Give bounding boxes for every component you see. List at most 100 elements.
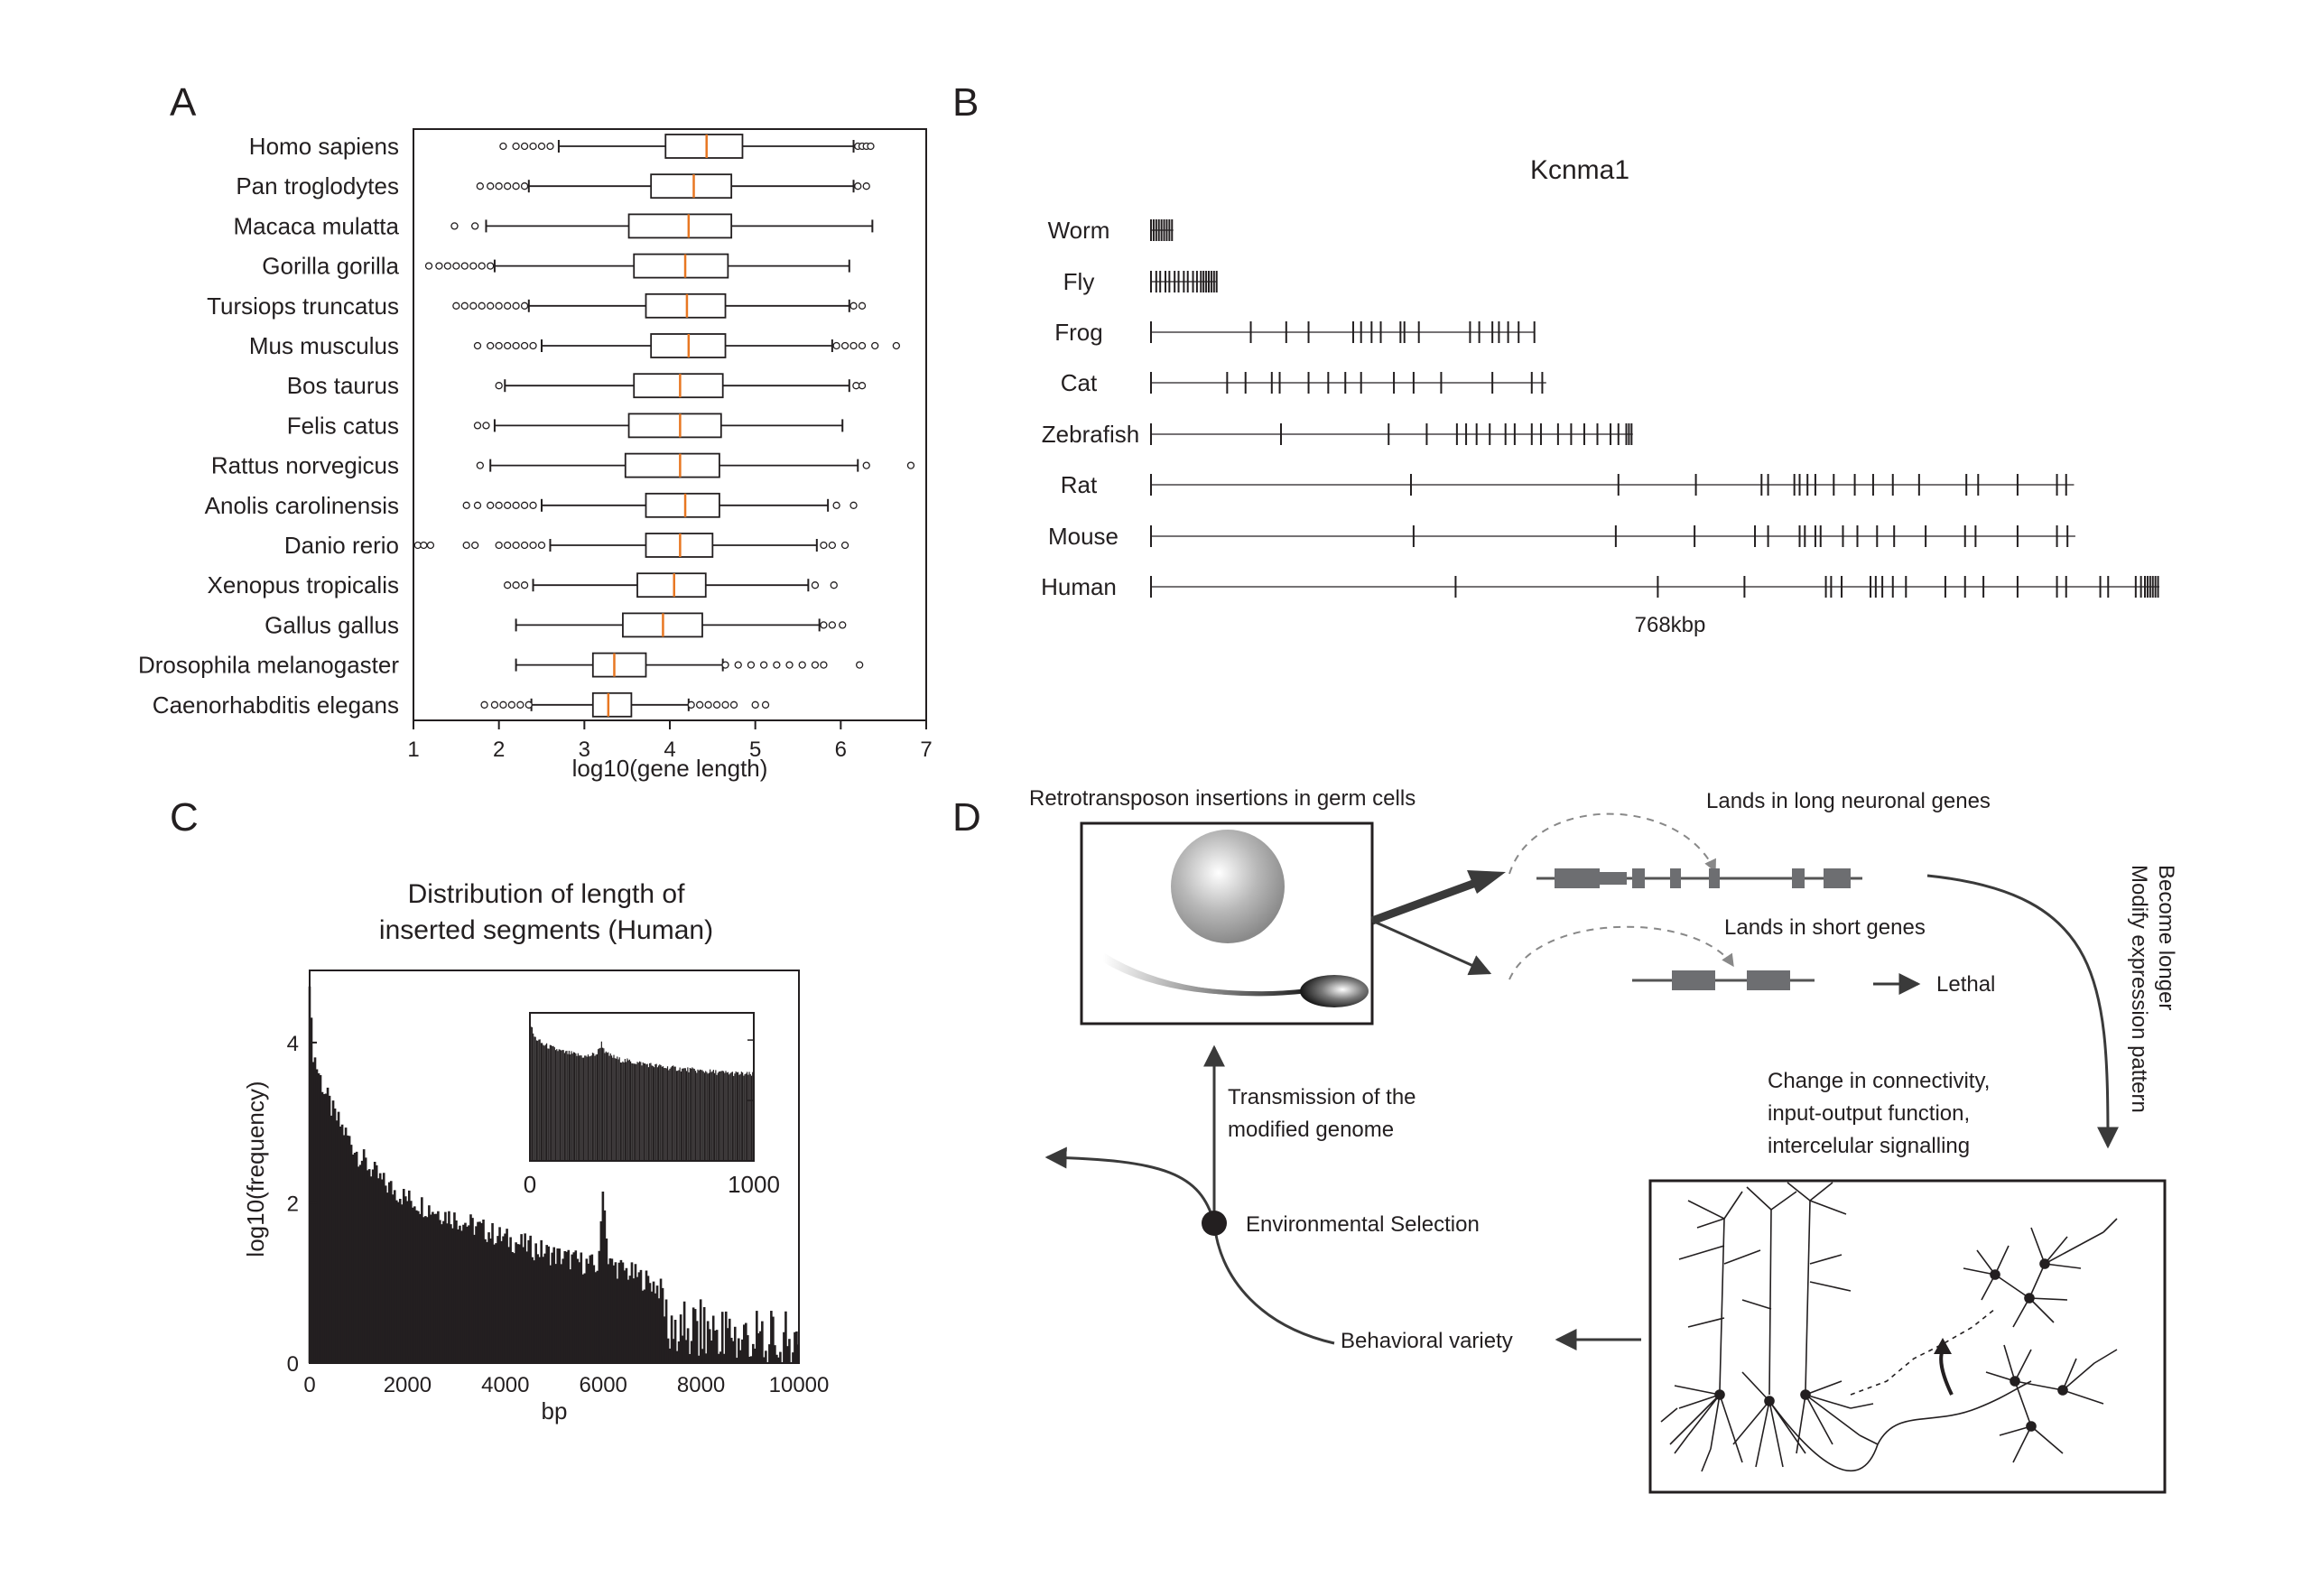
long-gene-schematic	[1536, 868, 1862, 888]
outlier-point	[529, 142, 537, 151]
y-tick-label: 2	[287, 1192, 299, 1216]
outlier-point	[840, 541, 849, 550]
outlier-point	[721, 701, 729, 709]
outlier-point	[852, 382, 860, 390]
histogram-x-label: bp	[542, 1397, 568, 1424]
gene-track: Mouse	[1048, 523, 2075, 550]
inset-frame	[529, 1012, 755, 1162]
outlier-point	[537, 541, 546, 550]
species-label: Mus musculus	[249, 332, 399, 359]
scale-label: 768kbp	[1635, 613, 1706, 637]
outlier-point	[820, 541, 828, 550]
outlier-point	[892, 341, 901, 350]
species-label: Macaca mulatta	[233, 212, 399, 239]
species-row: Drosophila melanogaster	[138, 652, 864, 679]
outlier-point	[773, 661, 781, 669]
outlier-point	[811, 581, 820, 589]
outlier-point	[529, 541, 537, 550]
outlier-point	[520, 581, 529, 589]
outlier-point	[424, 262, 433, 270]
outlier-point	[480, 701, 488, 709]
outlier-point	[849, 501, 858, 509]
outlier-point	[828, 621, 837, 629]
outlier-point	[450, 222, 459, 230]
x-tick-label: 6	[835, 738, 847, 762]
iqr-box	[627, 413, 722, 439]
boxplot-panel: 1 2 3 4 5 6 7 Homo sapiens Pan troglodytes Macac…	[138, 128, 933, 782]
iqr-box	[591, 691, 633, 718]
species-label: Rattus norvegicus	[211, 452, 399, 479]
curved-arrow-down	[1926, 874, 2119, 1149]
species-row: Caenorhabditis elegans	[153, 691, 770, 719]
transmission-line-2: modified genome	[1228, 1118, 1394, 1142]
outlier-point	[798, 661, 806, 669]
retrotransposon-label: Retrotransposon insertions in germ cells	[1029, 786, 1416, 811]
outlier-point	[704, 701, 712, 709]
outlier-point	[867, 142, 875, 151]
x-tick-label: 2000	[384, 1373, 432, 1397]
inset-x-tick-label: 0	[524, 1171, 536, 1198]
outlier-point	[849, 341, 858, 350]
species-label: Worm	[1048, 217, 1110, 244]
egg-cell-image	[1171, 830, 1285, 943]
outlier-point	[820, 621, 828, 629]
panel-label-b: B	[952, 80, 979, 125]
dashed-arrow-long	[1508, 812, 1716, 875]
species-label: Gorilla gorilla	[262, 253, 399, 280]
outlier-point	[520, 341, 529, 350]
outlier-point	[476, 182, 484, 190]
histogram-frame	[309, 970, 800, 1364]
outlier-point	[471, 222, 479, 230]
outlier-point	[482, 422, 490, 430]
iqr-box	[624, 452, 720, 478]
panel-label-c: C	[170, 795, 199, 840]
y-tick-label: 4	[287, 1032, 299, 1056]
outlier-point	[462, 541, 470, 550]
species-label: Caenorhabditis elegans	[153, 691, 399, 719]
lethal-label: Lethal	[1936, 972, 1995, 997]
outlier-point	[529, 341, 537, 350]
species-row: Homo sapiens	[249, 133, 875, 160]
outlier-point	[520, 541, 529, 550]
outlier-point	[839, 621, 847, 629]
outlier-point	[747, 661, 756, 669]
boxplot-x-label: log10(gene length)	[572, 755, 768, 782]
outlier-point	[871, 341, 879, 350]
outlier-point	[520, 142, 529, 151]
outlier-point	[858, 341, 867, 350]
outlier-point	[512, 182, 520, 190]
outlier-point	[478, 302, 486, 310]
gene-track: Human	[1041, 573, 2159, 600]
histogram-panel: Distribution of length of inserted segme…	[242, 879, 829, 1424]
outlier-point	[512, 501, 520, 509]
outlier-point	[721, 661, 729, 669]
gene-track: Cat	[1061, 369, 1546, 396]
iqr-box	[633, 253, 729, 279]
outlier-point	[858, 302, 867, 310]
change-line-1: Change in connectivity,	[1768, 1069, 1990, 1093]
environmental-selection-label: Environmental Selection	[1246, 1212, 1480, 1237]
long-genes-label: Lands in long neuronal genes	[1706, 789, 1991, 813]
x-tick-label: 7	[920, 738, 932, 762]
outlier-point	[473, 422, 482, 430]
histogram-y-label: log10(frequency)	[242, 1081, 269, 1257]
species-row: Gallus gallus	[265, 611, 847, 638]
outlier-point	[729, 701, 738, 709]
outlier-point	[462, 501, 470, 509]
outlier-point	[495, 182, 503, 190]
outlier-point	[811, 661, 820, 669]
gene-track: Fly	[1063, 268, 1218, 295]
outlier-point	[546, 142, 554, 151]
outlier-point	[520, 302, 529, 310]
iqr-box	[591, 652, 647, 678]
x-tick-label: 4	[664, 738, 675, 762]
outlier-point	[420, 541, 428, 550]
outlier-point	[830, 581, 838, 589]
species-label: Bos taurus	[287, 372, 399, 399]
gene-track: Frog	[1054, 319, 1536, 346]
outlier-point	[495, 302, 503, 310]
outlier-point	[854, 182, 862, 190]
species-label: Felis catus	[287, 412, 399, 439]
